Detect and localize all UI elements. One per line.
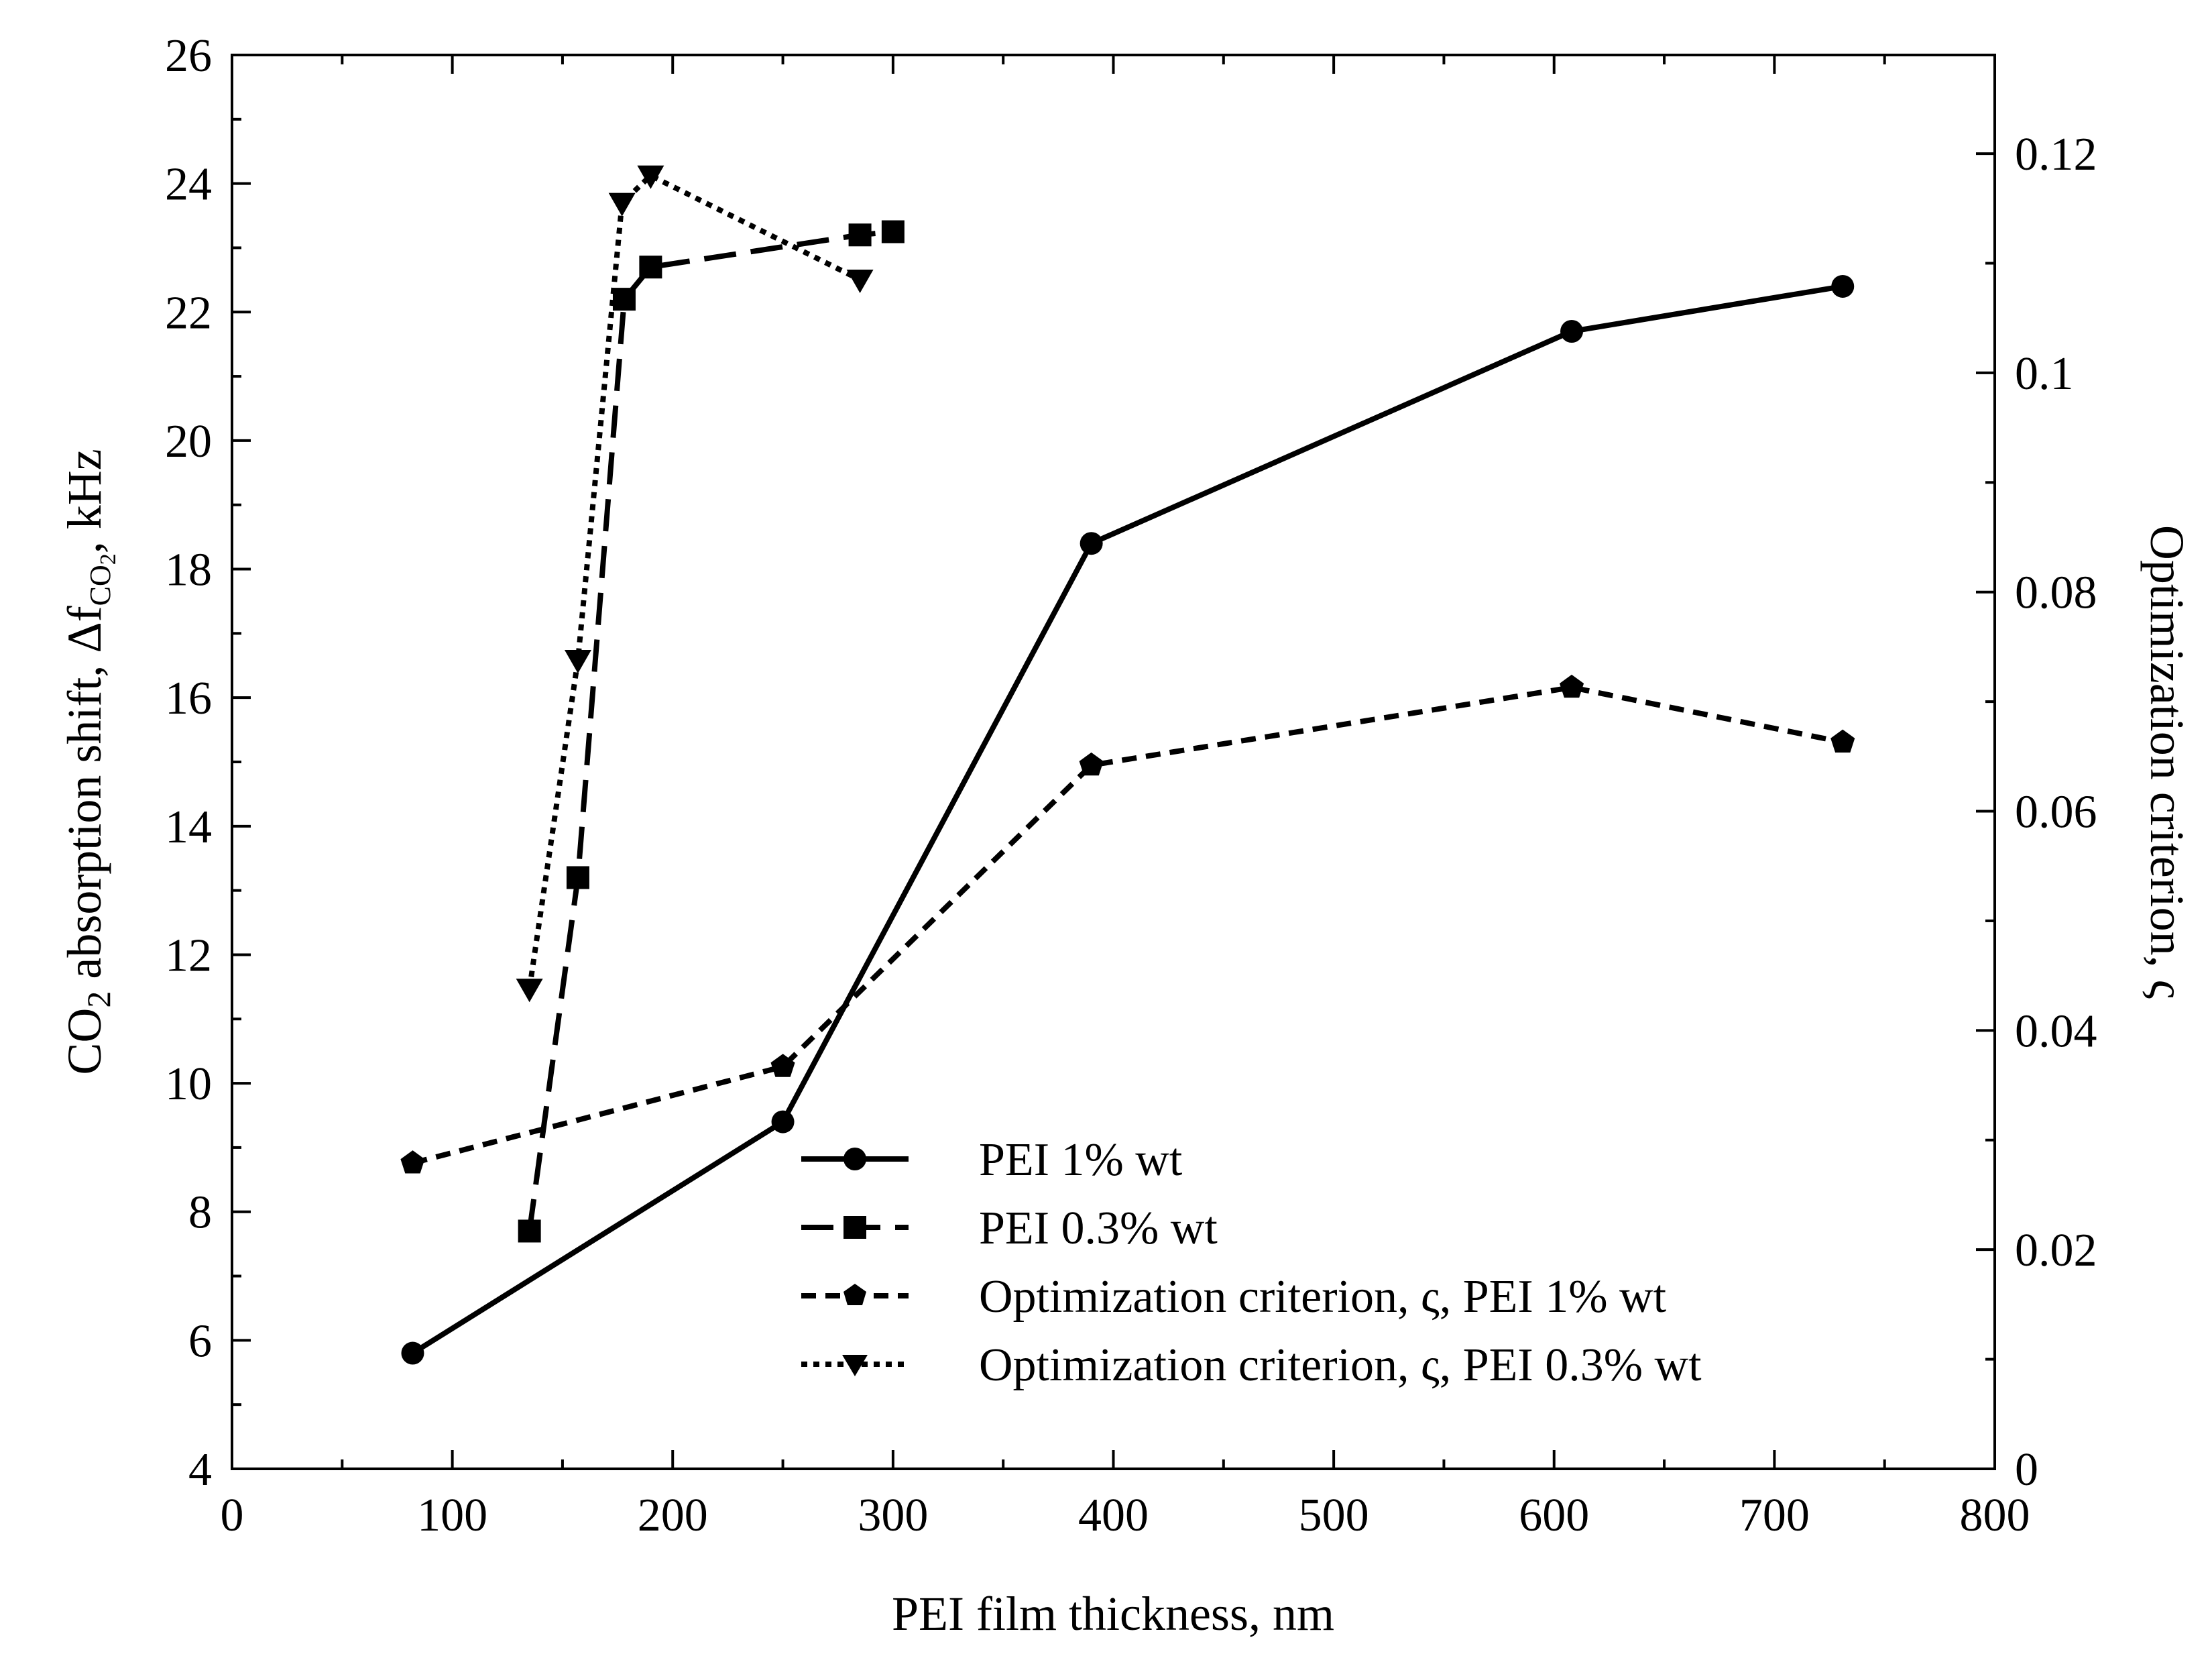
legend-marker-opt-pei-03 — [842, 1355, 868, 1376]
legend-item-opt-pei-1: Optimization criterion, ς, PEI 1% wt — [801, 1271, 1667, 1323]
data-point-opt-pei-1 — [1079, 752, 1104, 776]
legend-label-opt-pei-03: Optimization criterion, ς, PEI 0.3% wt — [979, 1339, 1702, 1391]
data-point-pei-1 — [1831, 274, 1855, 298]
y-right-tick-label: 0.1 — [2015, 348, 2074, 400]
series-pei-1 — [401, 274, 1855, 1365]
legend-marker-pei-03 — [843, 1216, 866, 1239]
series-opt-pei-1 — [400, 674, 1855, 1174]
x-tick-label: 800 — [1960, 1490, 2030, 1541]
x-tick-label: 500 — [1299, 1490, 1369, 1541]
data-point-opt-pei-03 — [516, 979, 543, 1003]
y-right-tick-label: 0.12 — [2015, 129, 2097, 180]
data-point-opt-pei-1 — [1560, 674, 1584, 698]
x-tick-label: 100 — [417, 1490, 487, 1541]
y-right-tick-label: 0.06 — [2015, 787, 2097, 838]
data-point-opt-pei-1 — [1830, 729, 1855, 753]
data-point-opt-pei-03 — [564, 650, 591, 674]
legend-item-pei-03: PEI 0.3% wt — [801, 1203, 1218, 1254]
x-tick-label: 200 — [638, 1490, 708, 1541]
data-point-pei-03 — [566, 866, 589, 889]
y-axis-right-title: Optimization criterion, ς — [2140, 525, 2194, 999]
y-right-tick-label: 0.04 — [2015, 1005, 2097, 1057]
y-left-tick-label: 10 — [165, 1058, 212, 1110]
y-left-tick-label: 24 — [165, 159, 212, 211]
y-left-tick-label: 20 — [165, 416, 212, 467]
x-tick-label: 600 — [1519, 1490, 1589, 1541]
y-left-tick-label: 8 — [188, 1187, 212, 1239]
series-layer — [400, 165, 1855, 1365]
series-opt-pei-03 — [516, 165, 874, 1003]
series-line-opt-pei-03 — [526, 172, 862, 989]
legend-label-pei-1: PEI 1% wt — [979, 1134, 1183, 1186]
legend-marker-pei-1 — [843, 1148, 866, 1170]
legend-label-pei-03: PEI 0.3% wt — [979, 1203, 1218, 1254]
x-tick-label: 300 — [858, 1490, 928, 1541]
y-left-tick-label: 12 — [165, 930, 212, 981]
legend-item-opt-pei-03: Optimization criterion, ς, PEI 0.3% wt — [801, 1339, 1702, 1391]
tick-labels: 0 100 200 300 400 500 600 700 800468101214161820… — [165, 30, 2097, 1541]
data-point-pei-03 — [881, 220, 905, 243]
y-right-tick-label: 0.02 — [2015, 1225, 2097, 1276]
data-point-pei-1 — [1080, 532, 1103, 555]
data-point-opt-pei-03 — [846, 269, 874, 293]
y-left-tick-label: 4 — [188, 1444, 212, 1496]
series-line-opt-pei-1 — [412, 684, 1843, 1166]
data-point-pei-1 — [401, 1341, 424, 1365]
legend-label-opt-pei-1: Optimization criterion, ς, PEI 1% wt — [979, 1271, 1667, 1323]
series-line-pei-03 — [526, 229, 894, 1232]
data-point-opt-pei-03 — [608, 192, 636, 217]
data-point-pei-1 — [1560, 320, 1584, 343]
x-tick-label: 700 — [1739, 1490, 1810, 1541]
x-tick-label: 400 — [1078, 1490, 1149, 1541]
legend-item-pei-1: PEI 1% wt — [801, 1134, 1183, 1186]
series-pei-03 — [518, 220, 905, 1243]
y-right-tick-label: 0.08 — [2015, 567, 2097, 619]
data-point-opt-pei-1 — [770, 1054, 795, 1077]
data-point-pei-03 — [518, 1219, 541, 1243]
plot-frame — [231, 54, 1996, 1470]
data-point-opt-pei-03 — [637, 165, 664, 189]
tick-marks — [231, 54, 1996, 1470]
y-right-tick-label: 0 — [2015, 1444, 2038, 1496]
legend: PEI 1% wt PEI 0.3% wt Optimization crite… — [801, 1134, 1702, 1391]
y-left-tick-label: 16 — [165, 673, 212, 724]
y-left-tick-label: 18 — [165, 545, 212, 596]
series-line-pei-1 — [411, 283, 1843, 1355]
legend-marker-opt-pei-1 — [843, 1284, 866, 1305]
y-axis-left-title: CO2 absorption shift, ΔfCO2, kHz — [58, 449, 121, 1074]
y-left-tick-label: 26 — [165, 30, 212, 82]
x-axis-title: PEI film thickness, nm — [892, 1587, 1334, 1641]
y-left-tick-label: 14 — [165, 801, 212, 853]
data-point-pei-1 — [771, 1110, 795, 1133]
data-point-pei-03 — [612, 288, 636, 311]
data-point-opt-pei-1 — [400, 1150, 425, 1174]
data-point-pei-03 — [639, 256, 662, 279]
data-point-pei-03 — [848, 223, 872, 247]
x-tick-label: 0 — [221, 1490, 244, 1541]
y-left-tick-label: 6 — [188, 1315, 212, 1367]
y-left-tick-label: 22 — [165, 287, 212, 339]
